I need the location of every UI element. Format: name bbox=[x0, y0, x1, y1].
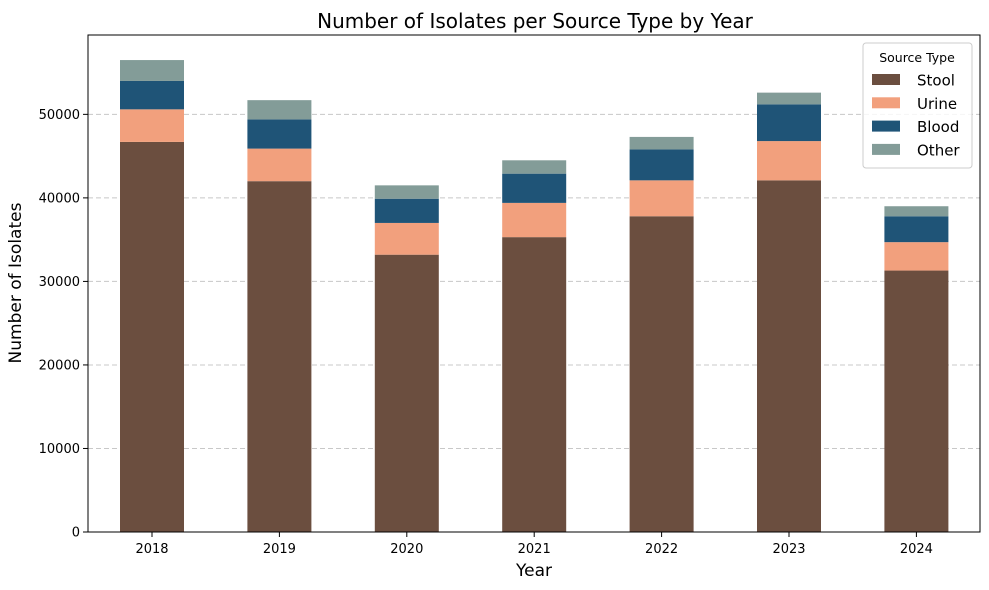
bar-other-2019 bbox=[247, 100, 312, 120]
chart-title: Number of Isolates per Source Type by Ye… bbox=[317, 9, 754, 33]
bar-stool-2024 bbox=[884, 270, 949, 532]
bar-blood-2018 bbox=[120, 80, 184, 110]
y-tick-label: 20000 bbox=[39, 358, 80, 373]
bar-other-2021 bbox=[502, 160, 567, 174]
y-tick-label: 30000 bbox=[39, 275, 80, 290]
x-axis-label: Year bbox=[515, 561, 552, 581]
legend-swatch-other bbox=[872, 143, 900, 155]
bar-urine-2024 bbox=[884, 242, 949, 271]
y-tick-label: 50000 bbox=[39, 108, 80, 123]
bar-blood-2020 bbox=[374, 198, 439, 223]
bar-blood-2022 bbox=[629, 149, 694, 181]
legend-label-stool: Stool bbox=[917, 72, 955, 90]
plot-frame bbox=[87, 34, 981, 533]
bar-other-2024 bbox=[884, 206, 949, 217]
x-axis-ticks: 2018 2019 2020 2021 2022 2023 2024 bbox=[135, 532, 933, 557]
legend-title: Source Type bbox=[879, 50, 955, 65]
bar-blood-2021 bbox=[502, 173, 567, 203]
x-tick-label: 2018 bbox=[135, 542, 168, 557]
bar-stool-2019 bbox=[247, 181, 312, 533]
bar-urine-2019 bbox=[247, 148, 312, 182]
bar-urine-2021 bbox=[502, 202, 567, 238]
bar-stool-2022 bbox=[629, 216, 694, 532]
bar-stool-2020 bbox=[374, 254, 439, 532]
bars bbox=[120, 60, 949, 533]
bar-other-2018 bbox=[120, 60, 184, 81]
bar-blood-2023 bbox=[757, 104, 821, 142]
legend-label-urine: Urine bbox=[917, 95, 957, 113]
y-tick-label: 40000 bbox=[39, 191, 80, 206]
bar-urine-2023 bbox=[757, 141, 821, 181]
legend-swatch-urine bbox=[872, 97, 900, 109]
bar-other-2020 bbox=[374, 185, 439, 199]
x-tick-label: 2022 bbox=[645, 542, 678, 557]
legend-swatch-blood bbox=[872, 120, 900, 132]
y-axis-ticks: 0 10000 20000 30000 40000 50000 bbox=[39, 108, 88, 541]
bar-other-2022 bbox=[629, 136, 694, 150]
y-axis-label: Number of Isolates bbox=[6, 202, 26, 363]
bar-stool-2018 bbox=[120, 141, 184, 532]
x-tick-label: 2021 bbox=[518, 542, 551, 557]
legend: Source Type Stool Urine Blood Other bbox=[862, 42, 973, 169]
legend-items: Stool Urine Blood Other bbox=[872, 72, 960, 159]
y-tick-label: 0 bbox=[72, 526, 80, 541]
x-tick-label: 2020 bbox=[390, 542, 423, 557]
legend-swatch-stool bbox=[872, 74, 900, 85]
x-tick-label: 2019 bbox=[263, 542, 296, 557]
bar-blood-2019 bbox=[247, 119, 312, 149]
bar-blood-2024 bbox=[884, 216, 949, 243]
x-tick-label: 2023 bbox=[772, 542, 805, 557]
legend-label-blood: Blood bbox=[917, 118, 959, 136]
bar-stool-2023 bbox=[757, 180, 821, 532]
bar-urine-2022 bbox=[629, 180, 694, 217]
x-tick-label: 2024 bbox=[900, 542, 933, 557]
bar-stool-2021 bbox=[502, 237, 567, 532]
bar-urine-2020 bbox=[374, 222, 439, 255]
gridlines bbox=[88, 113, 980, 449]
bar-urine-2018 bbox=[120, 109, 184, 142]
bar-other-2023 bbox=[757, 92, 821, 105]
legend-label-other: Other bbox=[917, 141, 960, 159]
y-tick-label: 10000 bbox=[39, 442, 80, 457]
